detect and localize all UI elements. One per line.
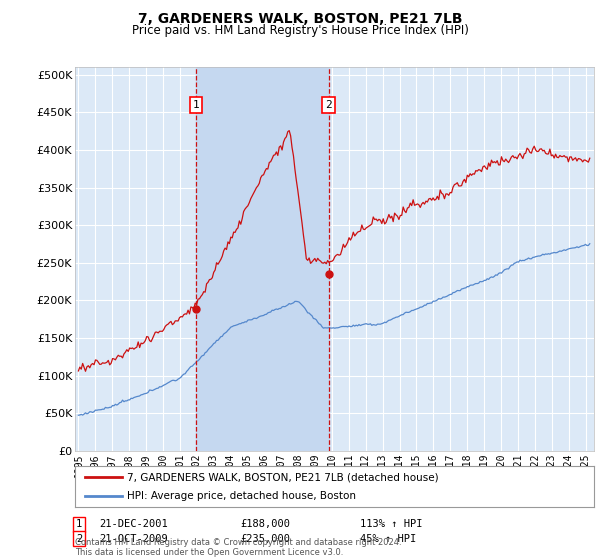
Text: Price paid vs. HM Land Registry's House Price Index (HPI): Price paid vs. HM Land Registry's House … [131,24,469,36]
Text: HPI: Average price, detached house, Boston: HPI: Average price, detached house, Bost… [127,491,356,501]
Text: 2: 2 [76,534,82,544]
Text: 1: 1 [76,519,82,529]
Text: £188,000: £188,000 [240,519,290,529]
Text: 1: 1 [193,100,200,110]
Text: 7, GARDENERS WALK, BOSTON, PE21 7LB: 7, GARDENERS WALK, BOSTON, PE21 7LB [138,12,462,26]
Text: 45% ↑ HPI: 45% ↑ HPI [360,534,416,544]
Text: 7, GARDENERS WALK, BOSTON, PE21 7LB (detached house): 7, GARDENERS WALK, BOSTON, PE21 7LB (det… [127,473,439,482]
Text: £235,000: £235,000 [240,534,290,544]
Text: 21-DEC-2001: 21-DEC-2001 [99,519,168,529]
Text: 113% ↑ HPI: 113% ↑ HPI [360,519,422,529]
Bar [196,67,329,451]
Text: 2: 2 [325,100,332,110]
Text: Contains HM Land Registry data © Crown copyright and database right 2024.
This d: Contains HM Land Registry data © Crown c… [75,538,401,557]
Text: 21-OCT-2009: 21-OCT-2009 [99,534,168,544]
